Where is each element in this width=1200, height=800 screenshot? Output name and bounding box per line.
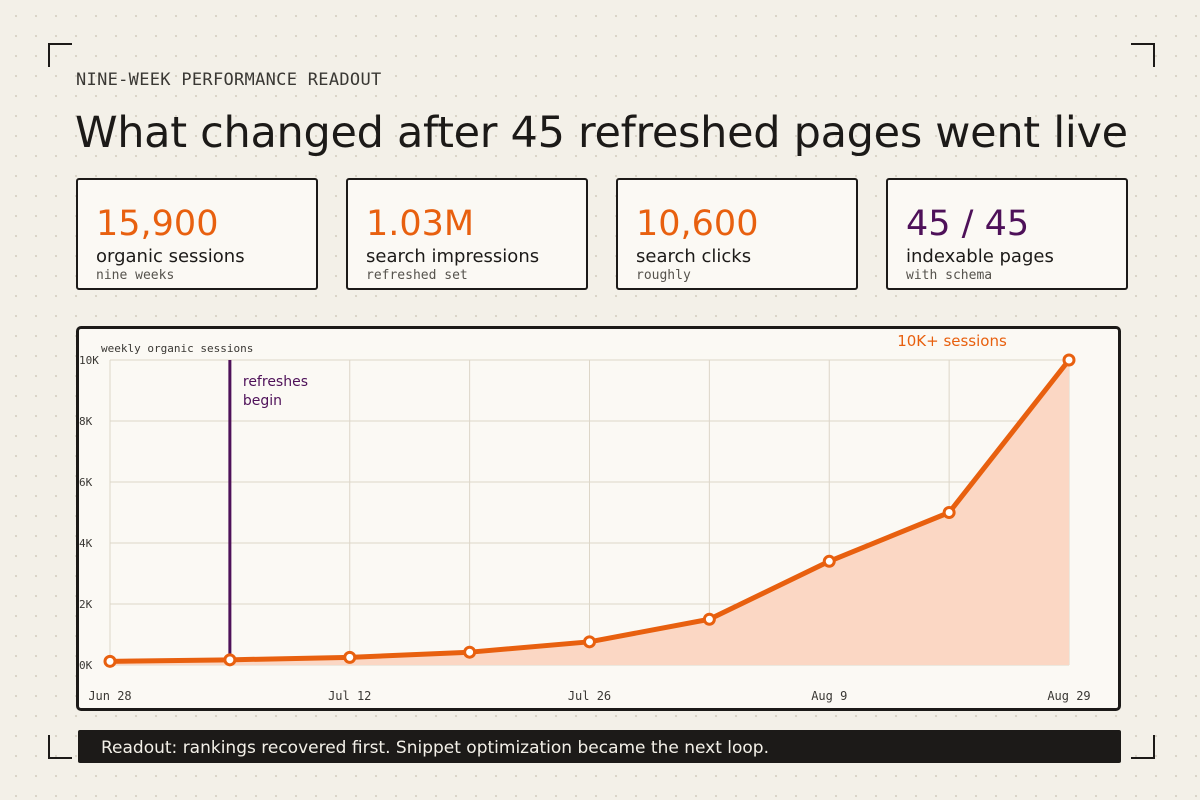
data-point bbox=[942, 506, 956, 519]
x-tick-label: Jun 28 bbox=[88, 689, 131, 703]
y-tick-label: 6K bbox=[79, 476, 93, 489]
data-point bbox=[103, 654, 117, 668]
eyebrow-label: NINE-WEEK PERFORMANCE READOUT bbox=[76, 70, 382, 90]
x-tick-label: Jul 26 bbox=[568, 689, 611, 703]
stat-label: search impressions bbox=[366, 246, 540, 267]
readout-bar: Readout: rankings recovered first. Snipp… bbox=[78, 730, 1121, 763]
stat-value: 1.03M bbox=[366, 204, 475, 244]
y-tick-label: 10K bbox=[79, 354, 99, 367]
stat-value: 15,900 bbox=[96, 204, 219, 244]
stat-card-indexable: 45 / 45 indexable pages with schema bbox=[886, 178, 1128, 290]
y-tick-label: 4K bbox=[79, 537, 93, 550]
stat-label: organic sessions bbox=[96, 246, 245, 267]
y-axis-title: weekly organic sessions bbox=[101, 342, 253, 355]
stat-sublabel: refreshed set bbox=[366, 268, 468, 283]
stat-value: 10,600 bbox=[636, 204, 759, 244]
stat-card-clicks: 10,600 search clicks roughly bbox=[616, 178, 858, 290]
data-point bbox=[702, 612, 716, 626]
stat-sublabel: roughly bbox=[636, 268, 691, 283]
stat-value: 45 / 45 bbox=[906, 204, 1030, 244]
page-title: What changed after 45 refreshed pages we… bbox=[75, 108, 1128, 158]
y-tick-label: 2K bbox=[79, 598, 93, 611]
y-tick-label: 8K bbox=[79, 415, 93, 428]
stat-card-sessions: 15,900 organic sessions nine weeks bbox=[76, 178, 318, 290]
data-point bbox=[463, 645, 477, 659]
frame-corner-bottom-left bbox=[48, 735, 72, 759]
x-tick-label: Aug 9 bbox=[811, 689, 847, 703]
y-tick-label: 0K bbox=[79, 659, 93, 672]
stat-sublabel: nine weeks bbox=[96, 268, 175, 283]
peak-annotation: 10K+ sessions bbox=[897, 332, 1007, 350]
data-point bbox=[583, 635, 596, 649]
frame-corner-bottom-right bbox=[1131, 735, 1155, 759]
series-area bbox=[110, 360, 1069, 665]
data-point bbox=[343, 650, 357, 664]
refresh-marker-label: refreshes begin bbox=[243, 374, 308, 409]
readout-text: Readout: rankings recovered first. Snipp… bbox=[101, 738, 769, 758]
x-tick-label: Jul 12 bbox=[328, 689, 371, 703]
data-point bbox=[822, 554, 836, 568]
frame-corner-top-left bbox=[48, 43, 72, 67]
stat-label: search clicks bbox=[636, 246, 752, 267]
chart-panel: 0K 2K 4K 6K 8K 10K weekly organic sessions refr… bbox=[76, 326, 1121, 711]
frame-corner-top-right bbox=[1131, 43, 1155, 67]
x-tick-label: Aug 29 bbox=[1047, 689, 1090, 703]
data-point bbox=[1062, 353, 1076, 367]
stat-card-impressions: 1.03M search impressions refreshed set bbox=[346, 178, 588, 290]
stat-sublabel: with schema bbox=[906, 268, 993, 283]
stat-label: indexable pages bbox=[906, 246, 1054, 267]
data-point bbox=[223, 653, 237, 667]
